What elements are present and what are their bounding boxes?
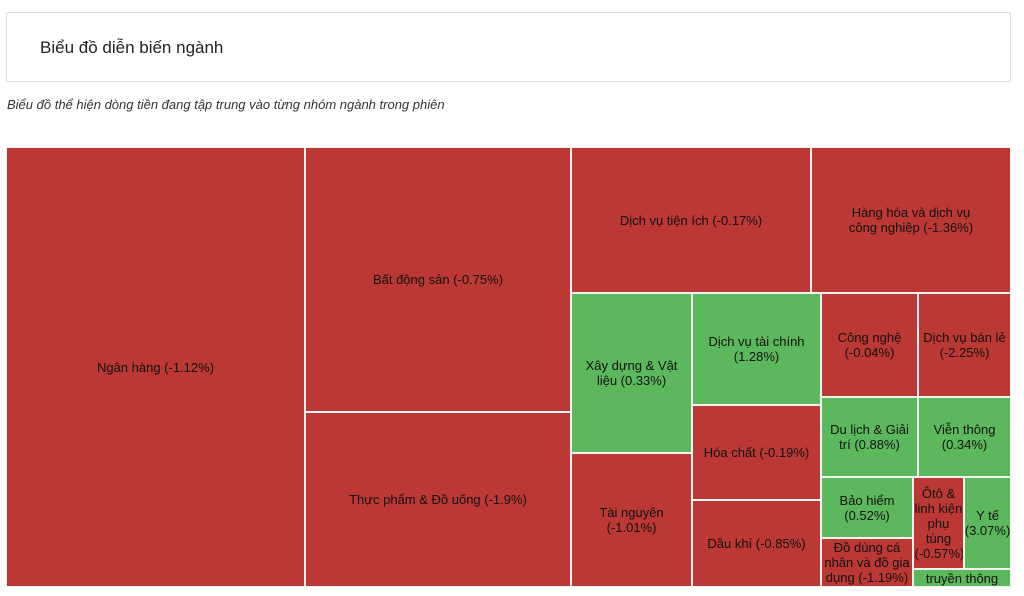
treemap-cell-label: Tài nguyên (-1.01%) [599, 505, 664, 535]
treemap-cell-label: Ôtô & linh kiện phụ tùng (-0.57%) [914, 485, 964, 561]
treemap-cell-label: Bảo hiểm (0.52%) [839, 492, 895, 523]
treemap-cell-18[interactable]: Đồ dùng cá nhân và đồ gia dụng (-1.19%) [821, 538, 913, 587]
treemap-cell-13[interactable]: Tài nguyên (-1.01%) [571, 453, 692, 587]
treemap-cell-label: Hàng hóa và dịch vụ công nghiệp (-1.36%) [848, 205, 974, 235]
treemap-cell-16[interactable]: Y tế (3.07%) [964, 477, 1011, 569]
treemap-cell-2[interactable]: Bất động sản (-0.75%) [305, 147, 571, 412]
treemap-cell-label: Thực phẩm & Đồ uống (-1.9%) [349, 492, 527, 507]
chart-title-card: Biểu đồ diễn biến ngành [6, 12, 1011, 82]
treemap-cell-9[interactable]: Dịch vụ bán lẻ (-2.25%) [918, 293, 1011, 397]
treemap-cell-label: Công nghệ (-0.04%) [837, 330, 902, 360]
treemap-cell-10[interactable]: Hóa chất (-0.19%) [692, 405, 821, 500]
treemap-cell-11[interactable]: Du lịch & Giải trí (0.88%) [821, 397, 918, 477]
treemap-cell-label: Ngân hàng (-1.12%) [96, 359, 215, 375]
treemap-cell-label: Bất động sản (-0.75%) [372, 272, 504, 287]
treemap-cell-1[interactable]: Ngân hàng (-1.12%) [6, 147, 305, 587]
treemap-cell-label: Du lịch & Giải trí (0.88%) [830, 422, 909, 452]
treemap-cell-8[interactable]: Công nghệ (-0.04%) [821, 293, 918, 397]
treemap-cell-label: Hóa chất (-0.19%) [703, 445, 810, 460]
treemap-cell-7[interactable]: Dịch vụ tài chính (1.28%) [692, 293, 821, 405]
treemap-cell-label: Viễn thông (0.34%) [933, 422, 996, 452]
treemap-cell-label: Dịch vụ tài chính (1.28%) [708, 334, 805, 364]
chart-subtitle: Biểu đồ thể hiện dòng tiền đang tập trun… [7, 97, 445, 112]
treemap-cell-label: Dịch vụ bán lẻ (-2.25%) [923, 330, 1006, 360]
treemap-cell-4[interactable]: Dịch vụ tiện ích (-0.17%) [571, 147, 811, 293]
treemap-cell-label: Dịch vụ tiện ích (-0.17%) [619, 212, 763, 228]
treemap-cell-label: Đồ dùng cá nhân và đồ gia dụng (-1.19%) [824, 540, 910, 585]
chart-title: Biểu đồ diễn biến ngành [40, 38, 224, 57]
treemap-cell-15[interactable]: Ôtô & linh kiện phụ tùng (-0.57%) [913, 477, 964, 569]
treemap-cell-17[interactable]: Dầu khí (-0.85%) [692, 500, 821, 587]
treemap-cell-6[interactable]: Xây dựng & Vật liệu (0.33%) [571, 293, 692, 453]
treemap-cell-19[interactable]: truyền thông [913, 569, 1011, 587]
treemap-cell-label: Dầu khí (-0.85%) [707, 536, 806, 551]
treemap-cell-label: Xây dựng & Vật liệu (0.33%) [585, 358, 678, 388]
treemap-cell-label: truyền thông [925, 570, 999, 586]
treemap-cell-3[interactable]: Thực phẩm & Đồ uống (-1.9%) [305, 412, 571, 587]
treemap-cell-12[interactable]: Viễn thông (0.34%) [918, 397, 1011, 477]
treemap-cell-14[interactable]: Bảo hiểm (0.52%) [821, 477, 913, 538]
treemap-cell-label: Y tế (3.07%) [964, 508, 1011, 538]
treemap-cell-5[interactable]: Hàng hóa và dịch vụ công nghiệp (-1.36%) [811, 147, 1011, 293]
